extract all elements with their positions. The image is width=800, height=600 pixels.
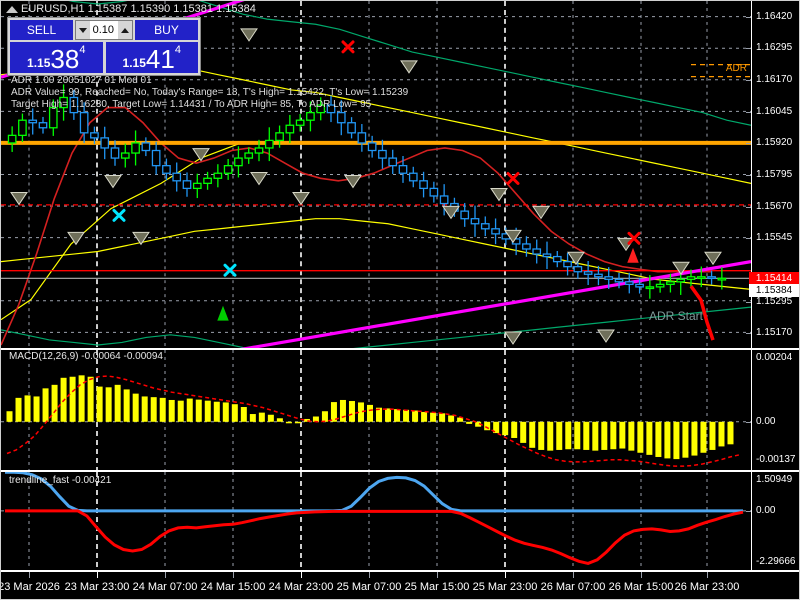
trendline-pane[interactable]: 1.50949 0.00 -2.29666 (1, 471, 799, 571)
macd-pane[interactable]: 0.00204 0.00 -0.00137 (1, 349, 799, 471)
time-axis-tick (165, 572, 166, 578)
price-axis-label: 1.16295 (756, 42, 793, 54)
trendline-axis-label: -2.29666 (756, 556, 796, 567)
time-axis-label: 25 Mar 15:00 (404, 581, 470, 593)
price-axis-tick (746, 206, 751, 208)
time-axis-tick (437, 572, 438, 578)
trade-panel-price-row: 1.15 38 4 1.15 41 4 (8, 42, 200, 75)
time-axis-tick (707, 572, 708, 578)
buy-price-button[interactable]: 1.15 41 4 (105, 42, 198, 74)
time-axis-tick (369, 572, 370, 578)
price-axis-tick (746, 111, 751, 113)
volume-input[interactable]: 0.10 (90, 21, 118, 39)
macd-plot-area[interactable] (1, 350, 751, 470)
time-axis-label: 23 Mar 2026 (0, 581, 60, 593)
macd-axis-label: 0.00204 (756, 352, 793, 363)
time-axis-tick (233, 572, 234, 578)
price-axis-tick (746, 16, 751, 18)
price-axis-tick (746, 301, 751, 303)
trendline-chart-canvas (1, 472, 751, 570)
price-axis-label: 1.15670 (756, 200, 793, 212)
price-axis-label: 1.16420 (756, 10, 793, 22)
macd-indicator-title: MACD(12,26,9) -0.00064 -0.00094 (9, 351, 163, 362)
volume-stepper[interactable]: 0.10 (75, 20, 133, 40)
time-axis-tick (573, 572, 574, 578)
time-axis-tick (641, 572, 642, 578)
adr-indicator-title: ADR 1.00 20051027 01 Mod 01 (11, 75, 152, 86)
adr-level-tag: ADR (725, 63, 747, 74)
price-axis-label: 1.15920 (756, 137, 793, 149)
price-axis-tick (746, 333, 751, 335)
sell-button-label[interactable]: SELL (10, 20, 73, 40)
time-axis-tick (97, 572, 98, 578)
adr-indicator-line3: Target High= 1.16230, Target Low= 1.1443… (11, 99, 372, 110)
buy-price-prefix: 1.15 (122, 56, 146, 70)
price-axis-label: 1.15545 (756, 232, 793, 244)
macd-axis-tick (746, 421, 751, 423)
buy-price-pips: 41 (145, 44, 175, 74)
sell-price-prefix: 1.15 (27, 56, 51, 70)
volume-increase-button[interactable] (118, 21, 132, 39)
macd-axis: 0.00204 0.00 -0.00137 (746, 350, 799, 470)
time-axis-tick (301, 572, 302, 578)
trendline-axis: 1.50949 0.00 -2.29666 (746, 472, 799, 570)
price-axis-label: 1.16045 (756, 105, 793, 117)
time-axis-tick (505, 572, 506, 578)
one-click-trade-panel[interactable]: SELL 0.10 BUY 1.15 38 4 1.15 41 4 (7, 17, 201, 76)
price-axis-label: 1.15795 (756, 169, 793, 180)
price-axis-label: 1.15295 (756, 295, 793, 307)
time-axis[interactable]: 23 Mar 2026 23 Mar 23:00 24 Mar 07:00 24 Ma… (0, 571, 799, 599)
price-axis-tick (746, 48, 751, 50)
adr-indicator-line2: ADR Value= 99, Reached= No, Today's Rang… (11, 87, 409, 98)
macd-axis-label: -0.00137 (756, 454, 796, 465)
time-axis-label: 26 Mar 07:00 (540, 581, 606, 593)
time-axis-label: 26 Mar 23:00 (674, 581, 740, 593)
price-axis-tick (746, 80, 751, 82)
time-axis-label: 25 Mar 07:00 (336, 581, 402, 593)
chevron-down-icon (79, 27, 87, 33)
trade-panel-top-row: SELL 0.10 BUY (8, 18, 200, 42)
triangle-up-icon[interactable] (6, 6, 18, 13)
price-axis-tick (746, 175, 751, 176)
trendline-axis-label: 0.00 (756, 504, 776, 516)
price-axis-label: 1.15170 (756, 327, 793, 339)
volume-decrease-button[interactable] (76, 21, 90, 39)
buy-button-label[interactable]: BUY (135, 20, 198, 40)
bid-price-tag: 1.15384 (749, 284, 799, 297)
chevron-up-icon (121, 27, 129, 33)
sell-price-pips: 38 (50, 44, 80, 74)
price-axis-label: 1.16170 (756, 74, 793, 86)
macd-axis-label: 0.00 (756, 415, 776, 427)
time-axis-label: 24 Mar 23:00 (268, 581, 334, 593)
time-axis-label: 26 Mar 15:00 (608, 581, 674, 593)
symbol-ohlc-label: EURUSD,H1 1.15387 1.15390 1.15381 1.1538… (21, 3, 256, 15)
time-axis-label: 24 Mar 15:00 (200, 581, 266, 593)
sell-price-button[interactable]: 1.15 38 4 (10, 42, 103, 73)
price-axis-tick (746, 143, 751, 145)
macd-chart-canvas (1, 350, 751, 470)
time-axis-label: 23 Mar 23:00 (64, 581, 130, 593)
trendline-axis-label: 1.50949 (756, 474, 793, 485)
sell-price-fraction: 4 (79, 44, 86, 56)
ask-price-tag: 1.15414 (749, 272, 799, 285)
price-axis-tick (746, 238, 751, 240)
trendline-indicator-title: trendline_fast -0.00421 (9, 475, 112, 486)
trendline-axis-tick (746, 510, 751, 512)
buy-price-fraction: 4 (174, 44, 181, 56)
adr-start-tag: ADR Start (649, 309, 704, 323)
time-axis-label: 25 Mar 23:00 (472, 581, 538, 593)
trendline-plot-area[interactable] (1, 472, 751, 570)
time-axis-tick (29, 572, 30, 578)
time-axis-label: 24 Mar 07:00 (132, 581, 198, 593)
